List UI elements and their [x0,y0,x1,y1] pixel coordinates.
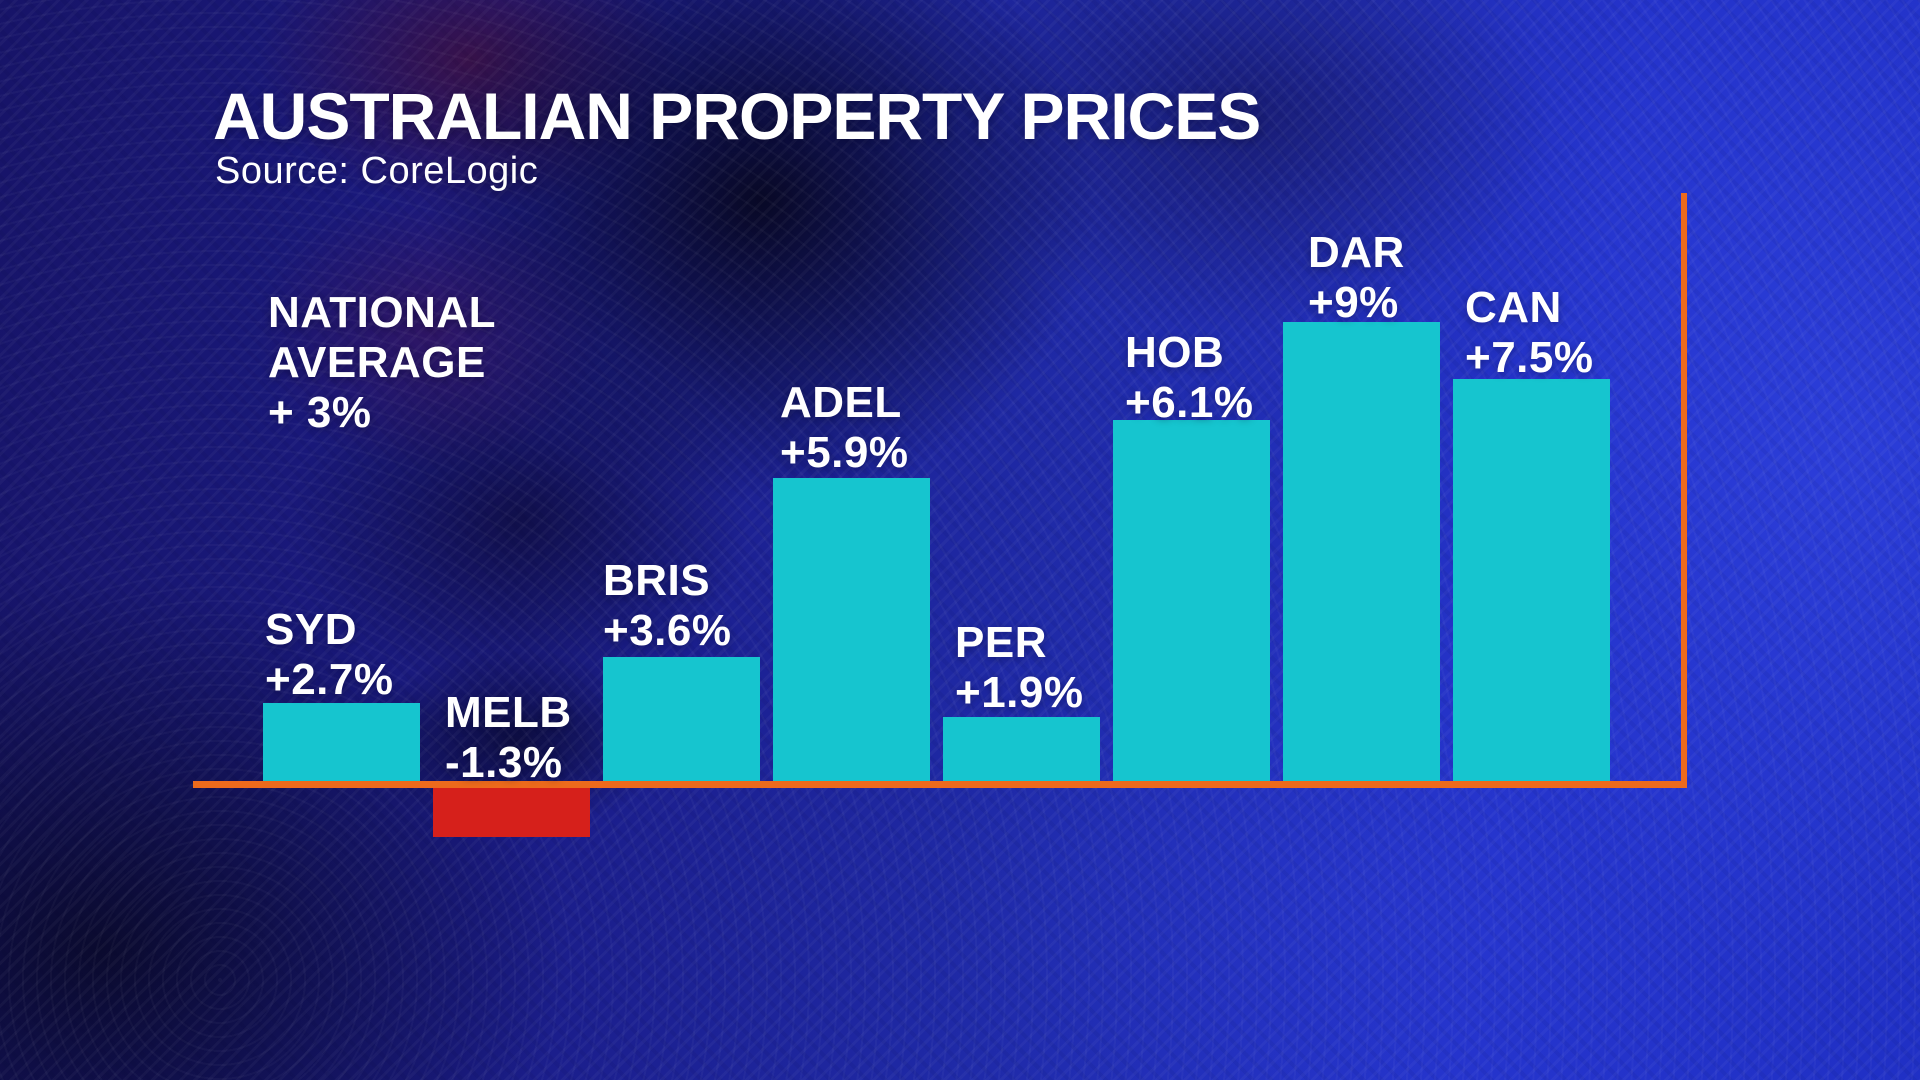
bar-label-can: CAN +7.5% [1465,283,1593,383]
annotation-line-1: NATIONAL [268,288,497,337]
bar-adel [773,478,930,781]
bar-label-value: +3.6% [603,606,732,656]
bar-label-value: +6.1% [1125,378,1254,428]
y-axis-line [1681,193,1687,788]
bar-label-city: CAN [1465,283,1562,332]
bar-label-city: DAR [1308,228,1405,277]
bar-label-per: PER +1.9% [955,618,1083,718]
bar-label-value: +9% [1308,278,1399,328]
bar-label-city: SYD [265,605,357,654]
x-axis-line [193,781,1687,788]
bar-label-city: ADEL [780,378,902,427]
bar-label-melb: MELB -1.3% [445,688,572,788]
bar-hob [1113,420,1270,781]
bar-label-bris: BRIS +3.6% [603,556,731,656]
source-caption: Source: CoreLogic [215,150,539,192]
bar-melb [433,788,590,837]
bar-label-dar: DAR +9% [1308,228,1405,328]
bar-syd [263,703,420,781]
bar-label-city: MELB [445,688,572,737]
bar-label-adel: ADEL +5.9% [780,378,908,478]
chart-title: AUSTRALIAN PROPERTY PRICES [213,79,1261,153]
annotation-line-2: AVERAGE [268,338,486,388]
bar-bris [603,657,760,781]
bar-label-value: +2.7% [265,655,394,705]
bar-label-value: +5.9% [780,428,909,478]
national-average-annotation: NATIONAL AVERAGE + 3% [268,288,496,438]
bar-label-hob: HOB +6.1% [1125,328,1253,428]
bar-per [943,717,1100,781]
bar-label-city: HOB [1125,328,1225,377]
bar-label-value: +7.5% [1465,333,1594,383]
bar-label-value: -1.3% [445,738,563,788]
bar-label-syd: SYD +2.7% [265,605,393,705]
bar-label-value: +1.9% [955,668,1084,718]
bar-label-city: PER [955,618,1047,667]
annotation-line-3: + 3% [268,388,372,438]
bar-can [1453,379,1610,781]
bar-label-city: BRIS [603,556,711,605]
bar-dar [1283,322,1440,781]
